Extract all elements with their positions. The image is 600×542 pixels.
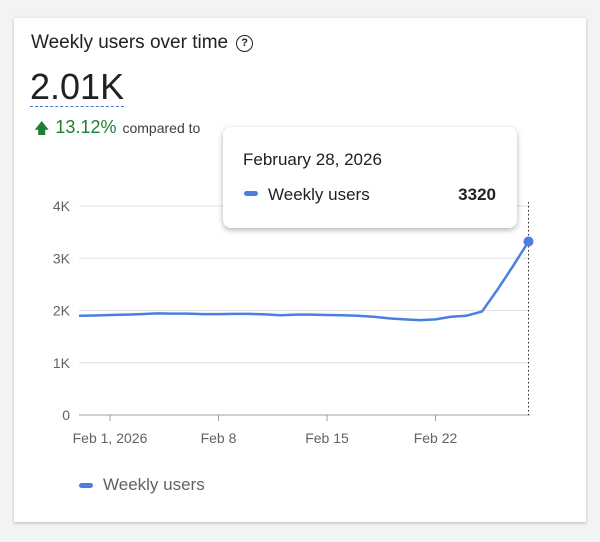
tooltip: February 28, 2026 Weekly users 3320 [223, 127, 517, 228]
delta-percent: 13.12% [55, 117, 117, 137]
tooltip-value: 3320 [458, 185, 496, 204]
title-text: Weekly users over time [31, 32, 229, 53]
arrow-up-icon: 🡅 [34, 120, 50, 137]
y-tick-label: 3K [53, 250, 71, 266]
series-line-weekly-users [78, 240, 530, 322]
data-point [523, 236, 534, 247]
help-icon[interactable]: ? [236, 34, 254, 52]
x-tick-label: Feb 15 [305, 430, 349, 446]
tooltip-series-swatch [244, 191, 258, 196]
tooltip-date: February 28, 2026 [243, 150, 382, 169]
y-tick-label: 2K [53, 303, 71, 319]
chart-card [14, 18, 586, 522]
x-tick-label: Feb 1, 2026 [73, 430, 148, 446]
tooltip-series-name: Weekly users [268, 185, 370, 204]
x-tick-label: Feb 22 [414, 430, 458, 446]
y-tick-label: 0 [62, 407, 70, 423]
legend-item[interactable]: Weekly users [79, 475, 205, 495]
delta: 🡅 13.12% compared to [34, 117, 200, 143]
card-title: Weekly users over time ? [31, 32, 254, 54]
y-tick-label: 1K [53, 355, 71, 371]
x-tick-label: Feb 8 [201, 430, 237, 446]
metric-value[interactable]: 2.01K [30, 66, 125, 107]
delta-compare-text: compared to [122, 120, 201, 136]
y-tick-label: 4K [53, 198, 71, 214]
legend-label: Weekly users [103, 475, 205, 494]
legend-swatch [79, 482, 93, 488]
